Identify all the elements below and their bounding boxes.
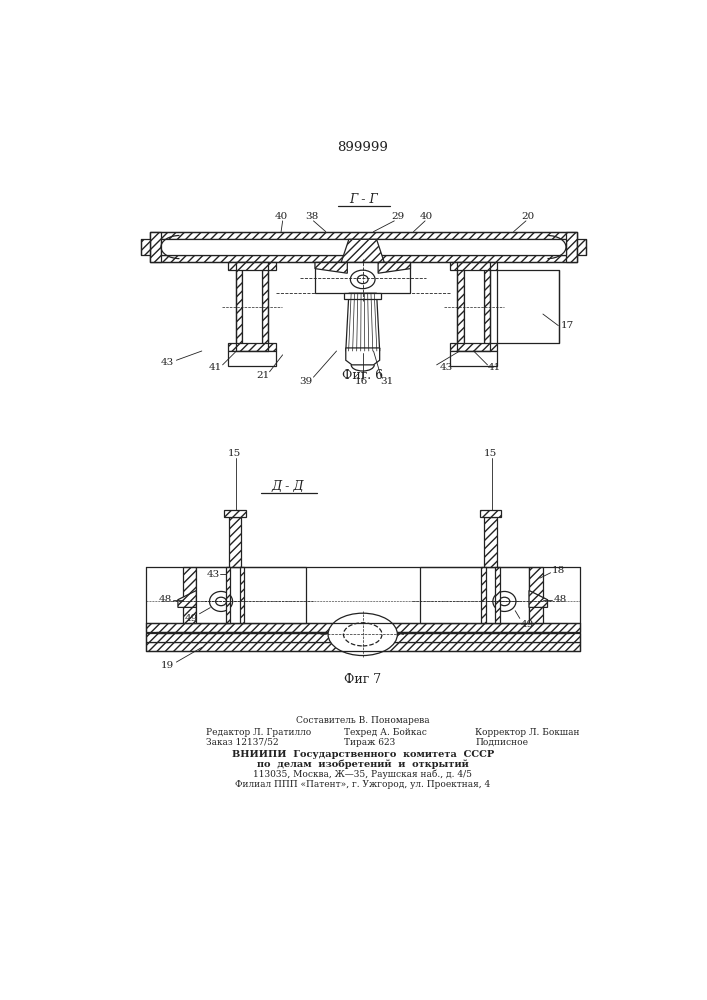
Text: Подписное: Подписное (475, 738, 528, 747)
Ellipse shape (209, 591, 233, 611)
Bar (150, 232, 161, 262)
Text: Г - Г: Г - Г (349, 193, 378, 206)
Bar (146, 642, 580, 651)
Polygon shape (341, 239, 385, 262)
Text: 40: 40 (420, 212, 433, 221)
Text: 16: 16 (354, 377, 368, 386)
Bar (481, 567, 486, 623)
Text: Д - Д: Д - Д (271, 480, 304, 493)
Text: Составитель В. Пономарева: Составитель В. Пономарева (296, 716, 430, 725)
Bar (182, 567, 197, 623)
Text: ВНИИПИ  Государственного  комитета  СССР: ВНИИПИ Государственного комитета СССР (232, 750, 494, 759)
Text: Заказ 12137/52: Заказ 12137/52 (206, 738, 279, 747)
Bar (146, 623, 580, 632)
Text: 17: 17 (561, 321, 574, 330)
Bar (229, 517, 241, 567)
Ellipse shape (351, 270, 375, 289)
Polygon shape (346, 348, 380, 365)
Bar (228, 343, 276, 351)
Bar (146, 633, 580, 642)
Polygon shape (529, 590, 547, 607)
Bar (228, 262, 276, 270)
Ellipse shape (499, 597, 510, 606)
Text: 43: 43 (206, 570, 220, 579)
Ellipse shape (216, 597, 226, 606)
Bar (450, 351, 498, 366)
Text: Фиг. 6: Фиг. 6 (342, 369, 383, 382)
Bar (464, 262, 484, 351)
Polygon shape (178, 590, 197, 607)
Text: 899999: 899999 (337, 141, 388, 154)
Text: 41: 41 (209, 363, 221, 372)
Text: 29: 29 (392, 212, 405, 221)
Text: Редактор Л. Гратилло: Редактор Л. Гратилло (206, 728, 311, 737)
Ellipse shape (493, 591, 516, 611)
Ellipse shape (357, 275, 368, 284)
Bar (484, 262, 490, 351)
Text: 43: 43 (160, 358, 174, 367)
Text: 43: 43 (439, 363, 452, 372)
Ellipse shape (344, 623, 382, 646)
Text: 49: 49 (185, 614, 199, 623)
Text: 39: 39 (299, 377, 312, 386)
Text: Филиал ППП «Патент», г. Ужгород, ул. Проектная, 4: Филиал ППП «Патент», г. Ужгород, ул. Про… (235, 780, 491, 789)
Text: 48: 48 (159, 595, 173, 604)
Bar (150, 255, 577, 262)
Bar (495, 567, 500, 623)
Text: 15: 15 (484, 449, 497, 458)
Text: Фиг 7: Фиг 7 (344, 673, 381, 686)
Text: 49: 49 (521, 620, 534, 629)
Bar (529, 567, 543, 623)
Ellipse shape (328, 613, 397, 656)
Text: 31: 31 (380, 377, 393, 386)
Bar (450, 343, 498, 351)
Bar (161, 239, 566, 255)
Bar (480, 510, 501, 517)
Text: 38: 38 (305, 212, 319, 221)
Bar (450, 262, 498, 270)
Polygon shape (315, 262, 347, 273)
Text: 20: 20 (521, 212, 534, 221)
Bar (242, 262, 262, 351)
Text: 113035, Москва, Ж—35, Раушская наб., д. 4/5: 113035, Москва, Ж—35, Раушская наб., д. … (253, 770, 472, 779)
Bar (498, 270, 559, 343)
Text: 18: 18 (551, 566, 565, 575)
Text: по  делам  изобретений  и  открытий: по делам изобретений и открытий (257, 760, 469, 769)
Bar (150, 232, 577, 239)
Bar (344, 293, 381, 299)
Text: 40: 40 (274, 212, 288, 221)
Bar (457, 262, 464, 351)
Text: Корректор Л. Бокшан: Корректор Л. Бокшан (475, 728, 580, 737)
Text: 15: 15 (228, 449, 242, 458)
Bar (197, 567, 305, 623)
Polygon shape (378, 262, 411, 273)
Bar (566, 232, 577, 262)
Bar (577, 239, 586, 255)
Bar (224, 510, 246, 517)
Bar (141, 239, 150, 255)
Text: Тираж 623: Тираж 623 (344, 738, 395, 747)
Bar (315, 262, 411, 293)
Text: 48: 48 (553, 595, 566, 604)
Bar (228, 351, 276, 366)
Bar (262, 262, 268, 351)
Text: 41: 41 (488, 363, 501, 372)
Text: 21: 21 (257, 371, 270, 380)
Bar (226, 567, 230, 623)
Text: Техред А. Бойкас: Техред А. Бойкас (344, 728, 427, 737)
Polygon shape (346, 293, 380, 351)
Bar (420, 567, 529, 623)
Bar (235, 262, 242, 351)
Text: 19: 19 (160, 661, 174, 670)
Bar (484, 517, 497, 567)
Bar (240, 567, 244, 623)
